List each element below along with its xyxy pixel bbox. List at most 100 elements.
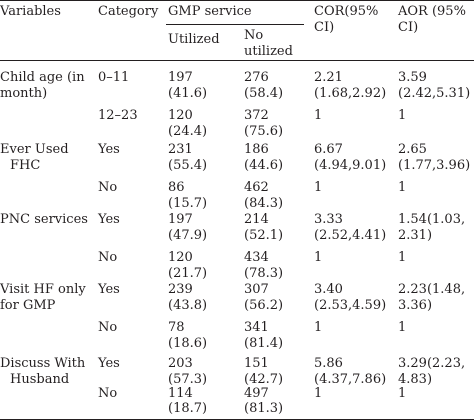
header-not-utilized-line1: No: [244, 28, 264, 43]
header-utilized: Utilized: [168, 32, 220, 47]
not-utilized-percent: (75.6): [244, 124, 284, 139]
not-utilized-count: 186: [244, 142, 269, 157]
aor-value: 1: [398, 320, 407, 335]
utilized-count: 203: [168, 356, 193, 371]
not-utilized-percent: (58.4): [244, 86, 284, 101]
variable-discuss-husband-line2: Husband: [10, 372, 70, 387]
cor-ci: (2.53,4.59): [314, 298, 387, 313]
aor-value: 1: [398, 180, 407, 195]
cor-value: 2.21: [314, 70, 343, 85]
aor-ci: 2.31): [398, 228, 433, 243]
utilized-percent: (41.6): [168, 86, 208, 101]
not-utilized-count: 372: [244, 108, 269, 123]
utilized-count: 120: [168, 108, 193, 123]
not-utilized-count: 462: [244, 180, 269, 195]
not-utilized-count: 434: [244, 250, 269, 265]
not-utilized-percent: (81.4): [244, 336, 284, 351]
cor-ci: (4.94,9.01): [314, 158, 387, 173]
utilized-count: 78: [168, 320, 185, 335]
utilized-count: 86: [168, 180, 185, 195]
utilized-percent: (57.3): [168, 372, 208, 387]
category-cell: 0–11: [98, 70, 130, 85]
not-utilized-percent: (42.7): [244, 372, 284, 387]
variable-pnc-services: PNC services: [0, 212, 88, 227]
variable-ever-used-fhc-line2: FHC: [10, 158, 41, 173]
not-utilized-count: 151: [244, 356, 269, 371]
aor-ci: (1.77,3.96): [398, 158, 471, 173]
header-category: Category: [98, 4, 159, 19]
not-utilized-count: 341: [244, 320, 269, 335]
not-utilized-percent: (81.3): [244, 401, 284, 416]
not-utilized-percent: (78.3): [244, 266, 284, 281]
header-cor-line2: CI): [314, 20, 335, 35]
utilized-percent: (21.7): [168, 266, 208, 281]
category-cell: 12–23: [98, 108, 138, 123]
not-utilized-count: 214: [244, 212, 269, 227]
utilized-percent: (43.8): [168, 298, 208, 313]
not-utilized-percent: (44.6): [244, 158, 284, 173]
category-cell: Yes: [98, 212, 120, 227]
not-utilized-count: 307: [244, 282, 269, 297]
utilized-count: 197: [168, 70, 193, 85]
category-cell: Yes: [98, 356, 120, 371]
header-aor-line1: AOR (95%: [398, 4, 466, 19]
cor-value: 1: [314, 320, 323, 335]
header-cor-line1: COR(95%: [314, 4, 379, 19]
cor-value: 1: [314, 108, 323, 123]
gmp-service-underline: [166, 24, 304, 25]
utilized-count: 114: [168, 386, 193, 401]
not-utilized-count: 497: [244, 386, 269, 401]
cor-value: 1: [314, 386, 323, 401]
variable-visit-hf-line2: for GMP: [0, 298, 56, 313]
variable-ever-used-fhc-line1: Ever Used: [0, 142, 69, 157]
header-gmp-service: GMP service: [168, 4, 252, 19]
variable-discuss-husband-line1: Discuss With: [0, 356, 86, 371]
cor-ci: (2.52,4.41): [314, 228, 387, 243]
utilized-percent: (15.7): [168, 196, 208, 211]
cor-value: 5.86: [314, 356, 343, 371]
cor-value: 1: [314, 180, 323, 195]
aor-value: 3.59: [398, 70, 427, 85]
not-utilized-percent: (56.2): [244, 298, 284, 313]
header-variables: Variables: [0, 4, 61, 19]
cor-value: 1: [314, 250, 323, 265]
utilized-percent: (55.4): [168, 158, 208, 173]
not-utilized-percent: (52.1): [244, 228, 284, 243]
aor-value: 1: [398, 250, 407, 265]
utilized-percent: (18.6): [168, 336, 208, 351]
aor-value: 2.65: [398, 142, 427, 157]
utilized-percent: (47.9): [168, 228, 208, 243]
utilized-count: 231: [168, 142, 193, 157]
category-cell: No: [98, 250, 118, 265]
not-utilized-percent: (84.3): [244, 196, 284, 211]
cor-value: 6.67: [314, 142, 343, 157]
cor-ci: (4.37,7.86): [314, 372, 387, 387]
category-cell: No: [98, 180, 118, 195]
aor-value: 3.29(2.23,: [398, 356, 466, 371]
aor-value: 2.23(1.48,: [398, 282, 466, 297]
aor-ci: (2.42,5.31): [398, 86, 471, 101]
category-cell: Yes: [98, 142, 120, 157]
variable-child-age-line2: month): [0, 86, 48, 101]
variable-visit-hf-line1: Visit HF only: [0, 282, 86, 297]
variable-child-age-line1: Child age (in: [0, 70, 85, 85]
table-top-rule: [0, 0, 474, 1]
not-utilized-count: 276: [244, 70, 269, 85]
utilized-percent: (24.4): [168, 124, 208, 139]
cor-ci: (1.68,2.92): [314, 86, 387, 101]
utilized-count: 197: [168, 212, 193, 227]
cor-value: 3.40: [314, 282, 343, 297]
utilized-count: 239: [168, 282, 193, 297]
category-cell: No: [98, 386, 118, 401]
aor-value: 1.54(1.03,: [398, 212, 466, 227]
utilized-percent: (18.7): [168, 401, 208, 416]
cor-value: 3.33: [314, 212, 343, 227]
aor-value: 1: [398, 108, 407, 123]
aor-value: 1: [398, 386, 407, 401]
category-cell: Yes: [98, 282, 120, 297]
utilized-count: 120: [168, 250, 193, 265]
header-not-utilized-line2: utilized: [244, 44, 293, 59]
aor-ci: 3.36): [398, 298, 433, 313]
header-aor-line2: CI): [398, 20, 419, 35]
